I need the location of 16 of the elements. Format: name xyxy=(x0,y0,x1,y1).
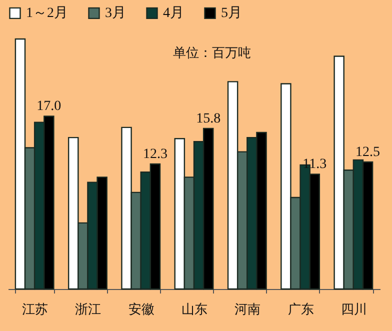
data-label: 12.3 xyxy=(142,147,168,162)
legend-label: 4月 xyxy=(163,6,184,22)
x-tick-label: 四川 xyxy=(340,302,367,316)
data-label: 17.0 xyxy=(36,99,62,114)
x-tick-label: 江苏 xyxy=(22,302,48,316)
x-tick-label: 河南 xyxy=(234,302,261,316)
x-tick-label: 山东 xyxy=(182,302,208,316)
x-tick-label: 浙江 xyxy=(75,302,102,316)
legend-label: 5月 xyxy=(221,6,242,22)
data-label: 12.5 xyxy=(356,144,380,160)
data-label: 15.8 xyxy=(196,111,221,126)
x-tick-label: 广东 xyxy=(288,302,314,316)
legend-label: 1～2月 xyxy=(26,6,68,22)
x-tick-label: 安徽 xyxy=(128,302,154,316)
legend-label: 3月 xyxy=(105,6,126,22)
annotation: 单位：百万吨 xyxy=(173,45,251,60)
